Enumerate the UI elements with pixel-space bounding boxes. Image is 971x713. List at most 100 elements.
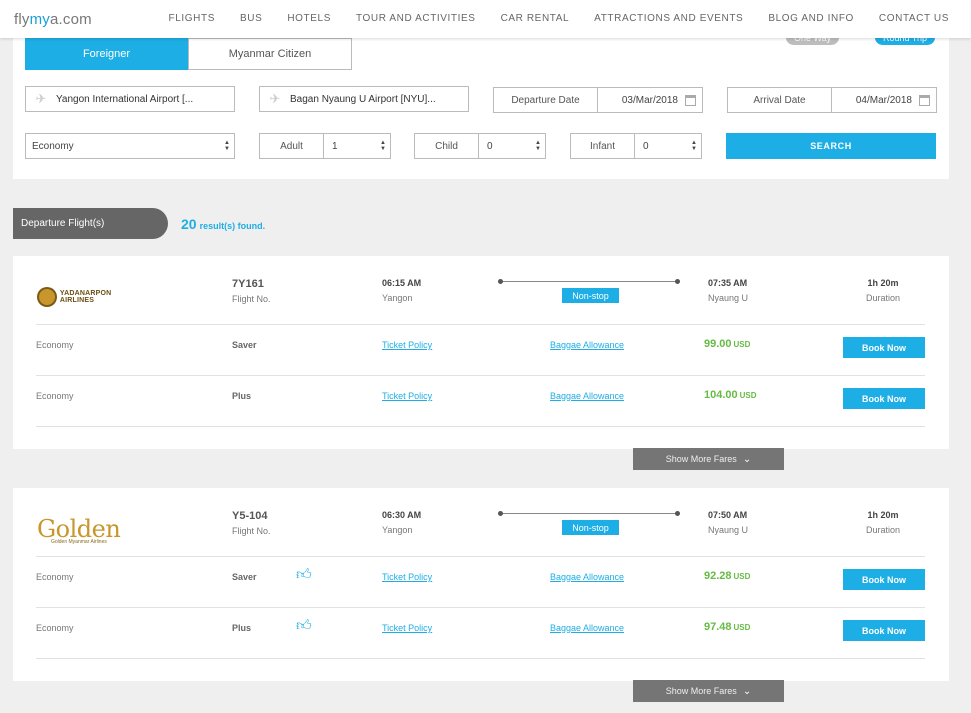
main-menu: FLIGHTS BUS HOTELS TOUR AND ACTIVITIES C…	[144, 13, 949, 24]
fare-price: 97.48 USD	[704, 621, 751, 633]
origin-value: Yangon International Airport [...	[56, 93, 194, 105]
departure-flights-label: Departure Flight(s)	[13, 208, 168, 239]
nav-car-rental[interactable]: CAR RENTAL	[500, 13, 570, 24]
route-line	[498, 279, 680, 284]
infant-count-group: Infant 0 ▲ ▼	[570, 133, 702, 159]
baggage-allowance-link[interactable]: Baggae Allowance	[550, 572, 625, 582]
fare-price: 92.28 USD	[704, 570, 751, 582]
show-more-fares-button[interactable]: Show More Fares ⌄	[633, 448, 784, 470]
destination-value: Bagan Nyaung U Airport [NYU]...	[290, 93, 436, 105]
cabin-class-select[interactable]: Economy ▲ ▼	[25, 133, 235, 159]
tab-foreigner[interactable]: Foreigner	[25, 38, 188, 70]
fare-price: 99.00 USD	[704, 338, 751, 350]
nonstop-badge: Non-stop	[562, 288, 619, 303]
nav-hotels[interactable]: HOTELS	[287, 13, 331, 24]
adult-value: 1	[332, 140, 338, 152]
divider	[36, 658, 925, 659]
fare-type: Saver	[232, 340, 257, 350]
nav-contact[interactable]: CONTACT US	[878, 13, 949, 24]
fare-row: Economy Plus Ticket Policy Baggae Allowa…	[13, 375, 949, 426]
child-count-group: Child 0 ▲ ▼	[414, 133, 546, 159]
flight-card: YADANARPON AIRLINES 7Y161 Flight No. 06:…	[13, 256, 949, 449]
child-label: Child	[414, 133, 478, 159]
select-arrows-icon: ▲ ▼	[535, 140, 541, 152]
route-line	[498, 511, 680, 516]
ticket-policy-link[interactable]: Ticket Policy	[382, 572, 433, 582]
fare-type: Plus	[232, 623, 252, 633]
origin-field[interactable]: ✈ Yangon International Airport [...	[25, 86, 235, 112]
book-now-button[interactable]: Book Now	[843, 620, 925, 641]
cabin-class-value: Economy	[32, 140, 74, 152]
baggage-allowance-link[interactable]: Baggae Allowance	[550, 340, 625, 350]
top-navigation: flymya.com FLIGHTS BUS HOTELS TOUR AND A…	[0, 0, 971, 38]
child-select[interactable]: 0 ▲ ▼	[478, 133, 546, 159]
adult-label: Adult	[259, 133, 323, 159]
nonstop-badge: Non-stop	[562, 520, 619, 535]
select-arrows-icon: ▲ ▼	[224, 140, 230, 152]
ticket-policy-link[interactable]: Ticket Policy	[382, 340, 433, 350]
fare-type: Plus	[232, 391, 252, 401]
divider	[36, 375, 925, 376]
fare-price: 104.00 USD	[704, 389, 757, 401]
calendar-icon[interactable]	[919, 94, 930, 106]
infant-value: 0	[643, 140, 649, 152]
search-button[interactable]: SEARCH	[726, 133, 936, 159]
landing-icon: ✈	[269, 91, 281, 106]
takeoff-icon: ✈	[35, 91, 47, 106]
arrival-date-value: 04/Mar/2018	[855, 94, 912, 106]
search-panel: One Way Round Trip Foreigner Myanmar Cit…	[13, 30, 949, 179]
select-arrows-icon: ▲ ▼	[380, 140, 386, 152]
book-now-button[interactable]: Book Now	[843, 388, 925, 409]
fare-class: Economy	[36, 340, 74, 350]
departure-date-field[interactable]: Departure Date 03/Mar/2018	[493, 87, 703, 113]
nav-blog[interactable]: BLOG AND INFO	[768, 13, 854, 24]
fare-row: Economy Saver Ticket Policy Baggae Allow…	[13, 324, 949, 375]
arrival-date-label: Arrival Date	[728, 88, 832, 112]
flight-card: Golden Golden Myanmar Airlines Y5-104 Fl…	[13, 488, 949, 681]
departure-time: 06:30 AM Yangon	[382, 510, 422, 535]
ticket-policy-link[interactable]: Ticket Policy	[382, 391, 433, 401]
departure-date-value: 03/Mar/2018	[621, 94, 678, 106]
fare-class: Economy	[36, 623, 74, 633]
book-now-button[interactable]: Book Now	[843, 569, 925, 590]
adult-count-group: Adult 1 ▲ ▼	[259, 133, 391, 159]
book-now-button[interactable]: Book Now	[843, 337, 925, 358]
fare-row: Economy Plus 👍︎ Ticket Policy Baggae All…	[13, 607, 949, 658]
site-logo[interactable]: flymya.com	[14, 11, 92, 28]
departure-time: 06:15 AM Yangon	[382, 278, 422, 303]
infant-select[interactable]: 0 ▲ ▼	[634, 133, 702, 159]
divider	[36, 607, 925, 608]
fare-row: Economy Saver 👍︎ Ticket Policy Baggae Al…	[13, 556, 949, 607]
adult-select[interactable]: 1 ▲ ▼	[323, 133, 391, 159]
airline-logo-yadanarpon: YADANARPON AIRLINES	[37, 280, 147, 314]
arrival-time: 07:35 AM Nyaung U	[708, 278, 749, 303]
chevron-down-icon: ⌄	[742, 685, 752, 697]
show-more-fares-button[interactable]: Show More Fares ⌄	[633, 680, 784, 702]
baggage-allowance-link[interactable]: Baggae Allowance	[550, 623, 625, 633]
baggage-allowance-link[interactable]: Baggae Allowance	[550, 391, 625, 401]
thumbs-up-icon: 👍︎	[296, 566, 312, 583]
divider	[36, 324, 925, 325]
nav-bus[interactable]: BUS	[239, 13, 263, 24]
infant-label: Infant	[570, 133, 634, 159]
fare-type: Saver	[232, 572, 257, 582]
nav-tours[interactable]: TOUR AND ACTIVITIES	[355, 13, 476, 24]
results-count: 20 result(s) found.	[181, 216, 266, 232]
calendar-icon[interactable]	[685, 94, 696, 106]
tab-myanmar-citizen[interactable]: Myanmar Citizen	[188, 38, 352, 70]
ticket-policy-link[interactable]: Ticket Policy	[382, 623, 433, 633]
arrival-time: 07:50 AM Nyaung U	[708, 510, 749, 535]
flight-duration: 1h 20m Duration	[865, 510, 901, 535]
divider	[36, 556, 925, 557]
flight-duration: 1h 20m Duration	[865, 278, 901, 303]
airline-emblem-icon	[37, 287, 57, 307]
flight-number: 7Y161 Flight No.	[232, 278, 271, 304]
nav-flights[interactable]: FLIGHTS	[168, 13, 215, 24]
nav-attractions[interactable]: ATTRACTIONS AND EVENTS	[594, 13, 744, 24]
destination-field[interactable]: ✈ Bagan Nyaung U Airport [NYU]...	[259, 86, 469, 112]
arrival-date-field[interactable]: Arrival Date 04/Mar/2018	[727, 87, 937, 113]
thumbs-up-icon: 👍︎	[296, 617, 312, 634]
chevron-down-icon: ⌄	[742, 453, 752, 465]
departure-date-label: Departure Date	[494, 88, 598, 112]
divider	[36, 426, 925, 427]
